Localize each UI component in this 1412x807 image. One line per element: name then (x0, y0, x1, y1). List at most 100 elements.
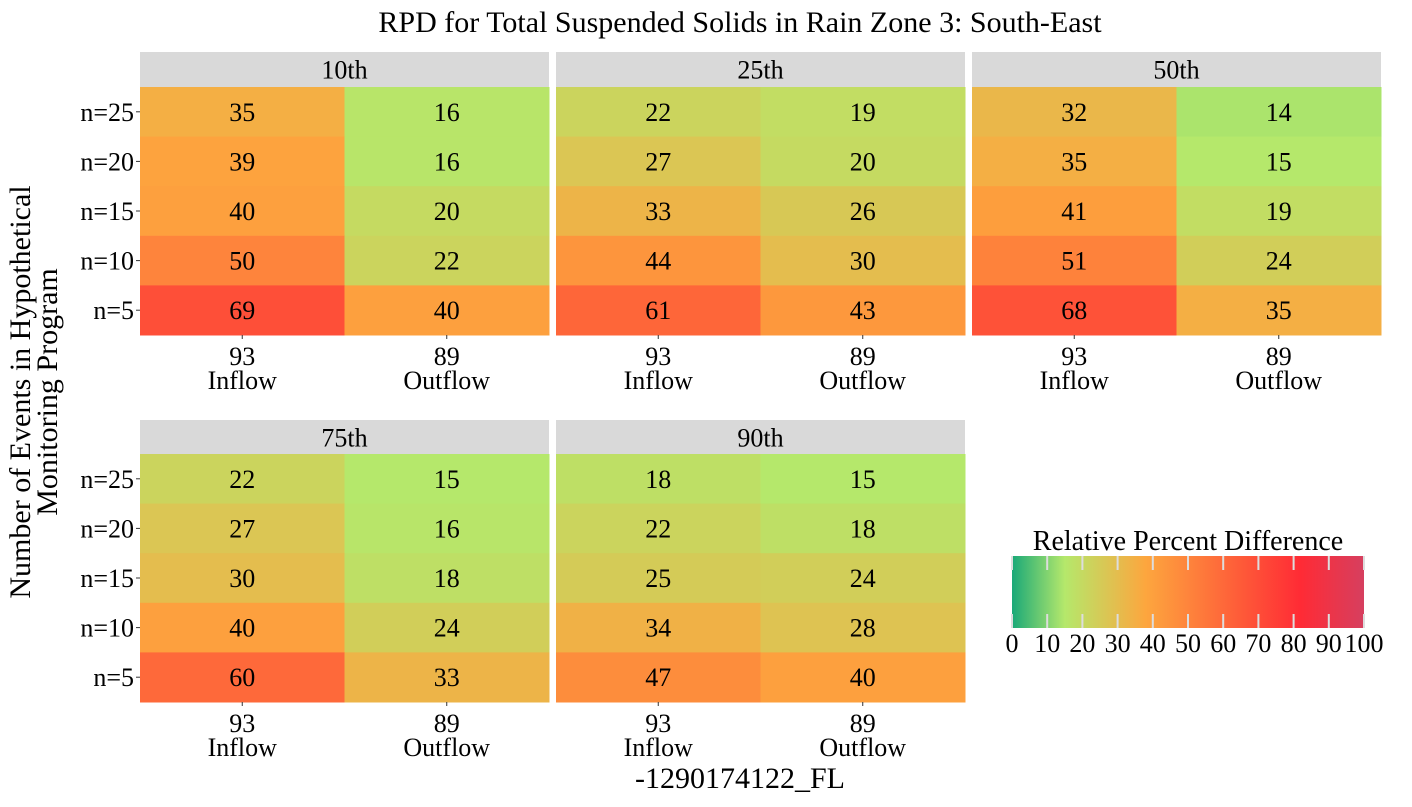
cell-value-label: 51 (1061, 247, 1087, 276)
cell-value-label: 22 (645, 514, 671, 543)
cell-value-label: 50 (229, 247, 255, 276)
x-tick-name: Outflow (819, 366, 906, 395)
x-tick-name: Inflow (624, 366, 694, 395)
cell-value-label: 35 (1061, 147, 1087, 176)
cell-value-label: 30 (229, 564, 255, 593)
heatmap-cell (972, 285, 1177, 336)
heatmap-cell (344, 285, 550, 336)
y-tick-label: n=25 (80, 98, 134, 127)
y-tick-label: n=10 (80, 247, 134, 276)
heatmap-cell (760, 136, 966, 187)
heatmap-cell (140, 87, 345, 138)
y-tick-label: n=15 (80, 564, 134, 593)
legend-title: Relative Percent Difference (1033, 526, 1343, 557)
panel-strip (556, 52, 965, 87)
cell-value-label: 39 (229, 147, 255, 176)
heatmap-cell (140, 553, 345, 604)
legend-tick-label: 20 (1069, 629, 1095, 658)
heatmap-cell (140, 235, 345, 286)
cell-value-label: 15 (850, 465, 876, 494)
cell-value-label: 22 (229, 465, 255, 494)
heatmap-cell (556, 235, 761, 286)
cell-value-label: 15 (434, 465, 460, 494)
cell-value-label: 19 (1266, 197, 1292, 226)
heatmap-cell (760, 454, 966, 505)
heatmap-cell (344, 553, 550, 604)
panel-strip (556, 420, 965, 455)
x-tick-name: Outflow (403, 366, 490, 395)
color-legend: Relative Percent Difference 0 10 20 30 40 50 60… (1006, 526, 1384, 658)
cell-value-label: 40 (229, 614, 255, 643)
heatmap-cell (140, 186, 345, 237)
cell-value-label: 24 (850, 564, 876, 593)
heatmap-cell (556, 285, 761, 336)
heatmap-cell (344, 503, 550, 554)
cell-value-label: 20 (434, 197, 460, 226)
cell-value-label: 35 (229, 98, 255, 127)
heatmap-cell (760, 553, 966, 604)
x-tick-count: 89 (850, 342, 876, 371)
y-tick-label: n=5 (93, 663, 134, 692)
heatmap-cell (140, 503, 345, 554)
cell-value-label: 14 (1266, 98, 1292, 127)
heatmap-cell (140, 285, 345, 336)
heatmap-cell (760, 87, 966, 138)
y-axis-title-line-2: Monitoring Program (31, 268, 64, 516)
legend-tick-label: 100 (1345, 629, 1384, 658)
heatmap-cell (556, 186, 761, 237)
x-tick-name: Outflow (819, 733, 906, 762)
cell-value-label: 20 (850, 147, 876, 176)
cell-value-label: 43 (850, 296, 876, 325)
x-tick-count: 93 (229, 709, 255, 738)
y-tick-label: n=20 (80, 514, 134, 543)
cell-value-label: 61 (645, 296, 671, 325)
cell-value-label: 68 (1061, 296, 1087, 325)
cell-value-label: 40 (850, 663, 876, 692)
heatmap-cell (556, 602, 761, 653)
heatmap-cell (972, 186, 1177, 237)
chart-title: RPD for Total Suspended Solids in Rain Z… (378, 6, 1102, 39)
heatmap-cell (140, 602, 345, 653)
heatmap-cell (760, 602, 966, 653)
heatmap-cell (760, 503, 966, 554)
heatmap-cell (344, 87, 550, 138)
legend-tick-label: 0 (1006, 629, 1019, 658)
cell-value-label: 27 (645, 147, 671, 176)
panel-strip-label: 75th (321, 424, 367, 453)
x-axis-title: -1290174122_FL (635, 762, 845, 795)
x-tick-name: Outflow (1235, 366, 1322, 395)
y-axis-title-line-1: Number of Events in Hypothetical (4, 185, 37, 598)
cell-value-label: 28 (850, 614, 876, 643)
heatmap-cell (1176, 235, 1382, 286)
cell-value-label: 32 (1061, 98, 1087, 127)
heatmap-cell (760, 652, 966, 703)
panel-strip (140, 52, 549, 87)
heatmap-cell (344, 652, 550, 703)
cell-value-label: 41 (1061, 197, 1087, 226)
cell-value-label: 47 (645, 663, 671, 692)
heatmap-cell (344, 186, 550, 237)
legend-tick-label: 80 (1281, 629, 1307, 658)
cell-value-label: 40 (434, 296, 460, 325)
x-tick-count: 89 (434, 709, 460, 738)
legend-tick-label: 30 (1105, 629, 1131, 658)
cell-value-label: 19 (850, 98, 876, 127)
heatmap-cell (556, 87, 761, 138)
cell-value-label: 44 (645, 247, 671, 276)
y-tick-label: n=5 (93, 296, 134, 325)
cell-value-label: 22 (645, 98, 671, 127)
cell-value-label: 25 (645, 564, 671, 593)
heatmap-cell (972, 87, 1177, 138)
cell-value-label: 18 (645, 465, 671, 494)
cell-value-label: 34 (645, 614, 671, 643)
x-tick-name: Inflow (1040, 366, 1110, 395)
heatmap-cell (556, 454, 761, 505)
x-tick-name: Outflow (403, 733, 490, 762)
heatmap-cell (972, 136, 1177, 187)
x-tick-count: 93 (1061, 342, 1087, 371)
heatmap-cell (1176, 87, 1382, 138)
cell-value-label: 27 (229, 514, 255, 543)
x-tick-count: 89 (1266, 342, 1292, 371)
